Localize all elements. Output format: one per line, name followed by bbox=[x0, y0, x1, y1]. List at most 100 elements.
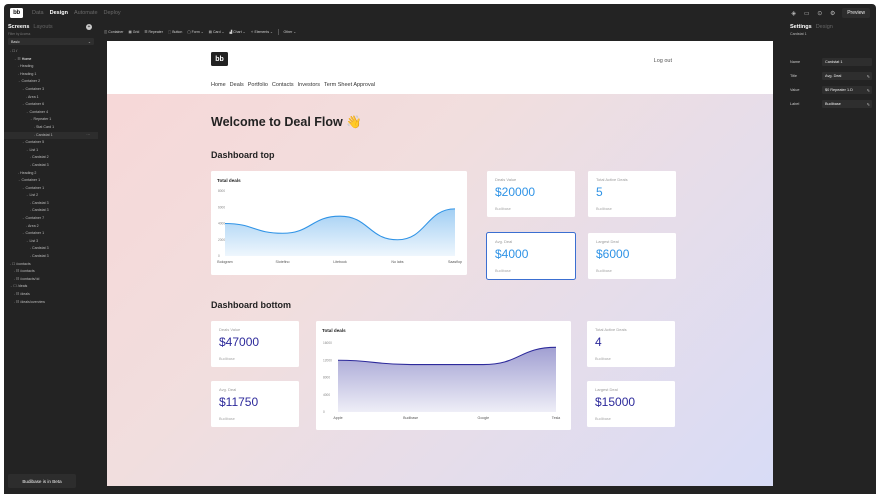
tree-item[interactable]: ⌄Container 7 bbox=[4, 215, 98, 223]
chevron-right-icon[interactable]: › bbox=[18, 71, 19, 76]
toolbar-form[interactable]: ▢ Form ⌄ bbox=[187, 30, 204, 34]
tree-item[interactable]: ›Cardstat 3 bbox=[4, 207, 98, 215]
tree-item[interactable]: ›Cardstat 2 bbox=[4, 154, 98, 162]
toolbar-grid[interactable]: ▦ Grid bbox=[128, 30, 140, 34]
tree-item[interactable]: ›Cardstat 3 bbox=[4, 245, 98, 253]
tab-layouts[interactable]: Layouts bbox=[33, 24, 53, 30]
tree-item[interactable]: ›Cardstat 3 bbox=[4, 200, 98, 208]
tree-item[interactable]: ⌄Container 2 bbox=[4, 78, 98, 86]
chevron-down-icon[interactable]: ⌄ bbox=[22, 216, 25, 221]
tree-item[interactable]: ›☷/contacts/:id bbox=[4, 276, 98, 284]
tab-settings[interactable]: Settings bbox=[790, 24, 812, 30]
setting-title-input[interactable]: Avg. Deal ✎ bbox=[822, 72, 872, 80]
chevron-right-icon[interactable]: › bbox=[34, 132, 35, 137]
chevron-right-icon[interactable]: › bbox=[30, 208, 31, 213]
tree-item[interactable]: ⌄List 3 bbox=[4, 238, 98, 246]
app-logo[interactable]: bb bbox=[211, 52, 228, 66]
toolbar-chart[interactable]: ▟ Chart ⌄ bbox=[229, 30, 246, 34]
binding-pencil-icon[interactable]: ✎ bbox=[866, 101, 870, 107]
tree-item[interactable]: ⌄List 2 bbox=[4, 192, 98, 200]
setting-name-input[interactable]: Cardstat 1 bbox=[822, 58, 872, 66]
stat-card-total-active-deals[interactable]: Total Active Deals 5 Budibase bbox=[588, 171, 676, 217]
tree-item[interactable]: ›☐/ bbox=[4, 48, 98, 56]
logout-link[interactable]: Log out bbox=[653, 58, 672, 64]
chevron-right-icon[interactable]: › bbox=[14, 276, 15, 281]
chevron-right-icon[interactable]: › bbox=[34, 124, 35, 129]
tree-item[interactable]: ⌄☐/deals bbox=[4, 283, 98, 291]
chevron-down-icon[interactable]: ⌄ bbox=[26, 109, 29, 114]
toolbar-button[interactable]: ⬚ Button bbox=[167, 30, 183, 34]
tree-item[interactable]: ›Cardstat 3 bbox=[4, 162, 98, 170]
theme-icon[interactable]: ◈ bbox=[791, 10, 797, 17]
stat-card-total-active-deals-bottom[interactable]: Total Active Deals 4 Budibase bbox=[587, 321, 675, 367]
tree-item[interactable]: ›Heading bbox=[4, 63, 98, 71]
chevron-right-icon[interactable]: › bbox=[30, 162, 31, 167]
dashboard-bottom-heading[interactable]: Dashboard bottom bbox=[211, 300, 291, 310]
chevron-down-icon[interactable]: ⌄ bbox=[18, 79, 21, 84]
chevron-down-icon[interactable]: ⌄ bbox=[18, 178, 21, 183]
chevron-right-icon[interactable]: › bbox=[26, 223, 27, 228]
tree-item[interactable]: ›☷/contacts bbox=[4, 268, 98, 276]
tree-item[interactable]: ›☐/contacts bbox=[4, 261, 98, 269]
chevron-right-icon[interactable]: › bbox=[14, 299, 15, 304]
chevron-right-icon[interactable]: › bbox=[18, 170, 19, 175]
app-nav-investors[interactable]: Investors bbox=[297, 82, 320, 88]
bottom-chart-card[interactable]: Total deals 16000 12000 8000 4000 0 Apple Budi… bbox=[316, 321, 571, 430]
dashboard-top-heading[interactable]: Dashboard top bbox=[211, 150, 275, 160]
chevron-down-icon[interactable]: ⌄ bbox=[22, 140, 25, 145]
chevron-down-icon[interactable]: ⌄ bbox=[14, 56, 17, 61]
stat-card-largest-deal-bottom[interactable]: Largest Deal $15000 Budibase bbox=[587, 381, 675, 427]
chevron-right-icon[interactable]: › bbox=[30, 254, 31, 259]
chevron-down-icon[interactable]: ⌄ bbox=[22, 86, 25, 91]
stat-card-avg-deal-bottom[interactable]: Avg. Deal $11750 Budibase bbox=[211, 381, 299, 427]
chevron-right-icon[interactable]: › bbox=[10, 261, 11, 266]
chevron-down-icon[interactable]: ⌄ bbox=[22, 102, 25, 107]
app-nav-term-sheet[interactable]: Term Sheet Approval bbox=[323, 82, 376, 88]
app-nav-contacts[interactable]: Contacts bbox=[271, 82, 294, 88]
chevron-down-icon[interactable]: ⌄ bbox=[10, 284, 13, 289]
nav-data[interactable]: Data bbox=[32, 10, 44, 16]
chevron-down-icon[interactable]: ⌄ bbox=[22, 231, 25, 236]
tree-item[interactable]: ⌄List 1 bbox=[4, 147, 98, 155]
binding-pencil-icon[interactable]: ✎ bbox=[866, 73, 870, 79]
nav-design[interactable]: Design bbox=[49, 10, 68, 16]
tree-item[interactable]: ⌄Container 1 bbox=[4, 185, 98, 193]
chevron-right-icon[interactable]: › bbox=[10, 49, 11, 53]
tree-item[interactable]: ⌄Container 1 bbox=[4, 177, 98, 185]
nav-deploy[interactable]: Deploy bbox=[103, 10, 121, 16]
tree-item[interactable]: ⌄Container 5 bbox=[4, 139, 98, 147]
chevron-right-icon[interactable]: › bbox=[14, 292, 15, 296]
chevron-right-icon[interactable]: › bbox=[30, 246, 31, 251]
nav-automate[interactable]: Automate bbox=[73, 10, 98, 16]
binding-pencil-icon[interactable]: ✎ bbox=[866, 87, 870, 93]
tree-item[interactable]: ⌄Container 4 bbox=[4, 109, 98, 117]
tree-item[interactable]: ⌄Repeater 1 bbox=[4, 116, 98, 124]
tree-item[interactable]: ⌄☷Home bbox=[4, 56, 98, 64]
tree-item[interactable]: ›Cardstat 3 bbox=[4, 253, 98, 261]
chevron-right-icon[interactable]: › bbox=[26, 94, 27, 99]
chevron-down-icon[interactable]: ⌄ bbox=[22, 185, 25, 190]
chevron-right-icon[interactable]: › bbox=[14, 269, 15, 274]
top-chart-card[interactable]: Total deals 8000 6000 4000 2000 0 Bologram Slo… bbox=[211, 171, 467, 275]
stat-card-deals-value-bottom[interactable]: Deals Value $47000 Budibase bbox=[211, 321, 299, 367]
chevron-down-icon[interactable]: ⌄ bbox=[26, 147, 29, 152]
tab-design[interactable]: Design bbox=[815, 24, 833, 30]
tree-item[interactable]: ⌄Container 1 bbox=[4, 230, 98, 238]
tree-item[interactable]: ›Heading 2 bbox=[4, 170, 98, 178]
more-options-icon[interactable]: ··· bbox=[86, 132, 90, 137]
preview-button[interactable]: Preview bbox=[842, 8, 870, 18]
help-icon[interactable]: ⊙ bbox=[817, 10, 823, 17]
tree-item[interactable]: ›☷/deals/overview bbox=[4, 299, 98, 307]
tree-item[interactable]: ›☷/deals bbox=[4, 291, 98, 299]
tree-item[interactable]: ›Heading 1 bbox=[4, 71, 98, 79]
chevron-right-icon[interactable]: › bbox=[30, 155, 31, 160]
chevron-down-icon[interactable]: ⌄ bbox=[30, 117, 33, 122]
chevron-right-icon[interactable]: › bbox=[18, 64, 19, 69]
setting-label-input[interactable]: Budibase ✎ bbox=[822, 100, 872, 108]
app-nav-portfolio[interactable]: Portfolio bbox=[247, 82, 268, 88]
chevron-down-icon[interactable]: ⌄ bbox=[26, 238, 29, 243]
tree-item[interactable]: ›Area 1 bbox=[4, 94, 98, 102]
stat-card-avg-deal-selected[interactable]: Avg. Deal $4000 Budibase bbox=[486, 232, 576, 280]
chevron-down-icon[interactable]: ⌄ bbox=[26, 193, 29, 198]
app-nav-home[interactable]: Home bbox=[211, 82, 226, 88]
